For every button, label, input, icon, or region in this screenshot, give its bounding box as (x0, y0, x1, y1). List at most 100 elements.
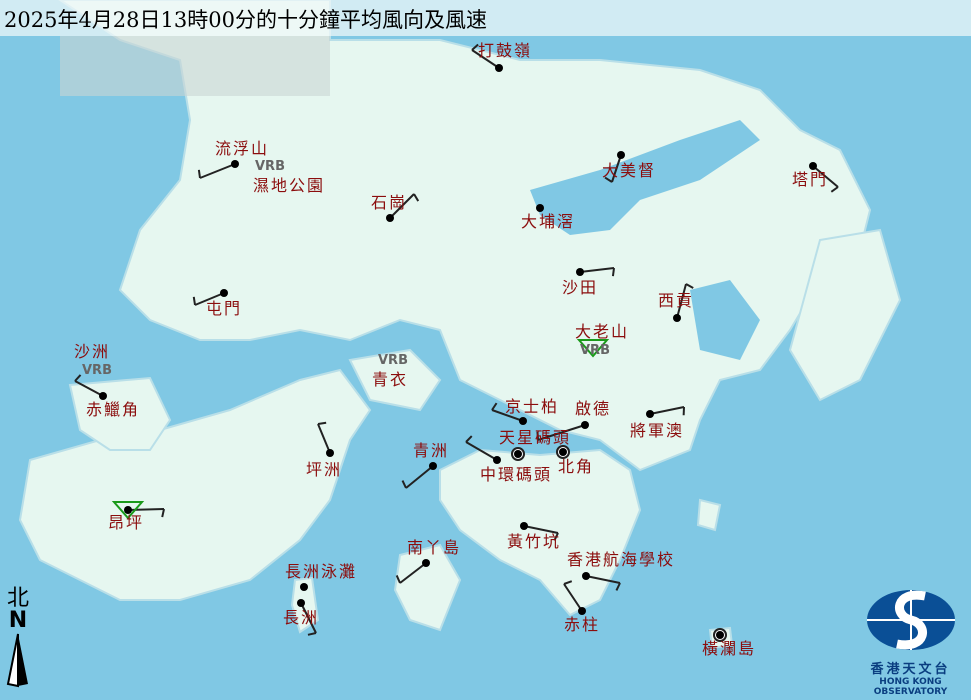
station-dot (429, 462, 437, 470)
map-title: 2025年4月28日13時00分的十分鐘平均風向及風速 (4, 8, 487, 32)
station-label: 大老山 (575, 322, 630, 341)
north-label-en: N (8, 608, 28, 633)
vrb-label: VRB (378, 353, 408, 368)
wind-barb (194, 292, 225, 306)
wind-barb (537, 424, 586, 441)
station-label: 京士柏 (505, 397, 560, 416)
station-label: 沙田 (562, 278, 599, 297)
land-sai-kung-east (788, 228, 902, 402)
wind-barb (405, 465, 434, 489)
station-label: 啟德 (575, 399, 612, 418)
station-dot (646, 410, 654, 418)
station-dot (576, 268, 584, 276)
station-dot (326, 449, 334, 457)
wind-barb-feather (563, 580, 573, 585)
hko-logo: 香港天文台 HONG KONG OBSERVATORY (850, 588, 971, 697)
station-label: 塔門 (792, 170, 829, 189)
wind-barb (523, 525, 559, 534)
station-dot (536, 204, 544, 212)
logo-text-en: HONG KONG OBSERVATORY (873, 677, 948, 697)
north-arrow-icon (6, 633, 28, 688)
station-label: 流浮山 (215, 139, 270, 158)
station-label: 大埔滘 (521, 212, 576, 231)
wind-barb (812, 165, 839, 188)
wind-barb-feather (197, 169, 201, 179)
station-dot (581, 421, 589, 429)
station-label: 濕地公園 (253, 176, 326, 195)
land (18, 0, 902, 650)
station-dot (300, 583, 308, 591)
logo-text-zh: 香港天文台 (870, 662, 951, 677)
station-dot (582, 572, 590, 580)
station-dot (99, 392, 107, 400)
station-markers (99, 64, 817, 642)
wind-barb-feather (685, 283, 694, 289)
station-label: 沙洲 (74, 342, 111, 361)
station-label: 打鼓嶺 (478, 41, 533, 60)
wind-barb-feather (161, 508, 165, 518)
wind-barb-feather (395, 575, 401, 584)
station-label: 將軍澳 (630, 421, 685, 440)
station-dot (124, 506, 132, 514)
station-dot (220, 289, 228, 297)
wind-barb-feather (401, 480, 407, 489)
wind-barb (74, 380, 104, 397)
station-dot (519, 417, 527, 425)
north-arrow: 北 N (3, 588, 33, 692)
station-label: 香港航海學校 (567, 550, 676, 569)
station-label: 橫瀾島 (702, 639, 757, 658)
station-dot (617, 151, 625, 159)
wind-barb-feather (615, 582, 621, 591)
station-label: 中環碼頭 (480, 465, 553, 484)
wind-barb-feather (192, 296, 196, 306)
station-dot (578, 607, 586, 615)
wind-barb-feather (604, 176, 613, 183)
station-label: 坪洲 (306, 460, 343, 479)
wind-barb (649, 406, 685, 415)
station-label: 大美督 (602, 161, 657, 180)
land-tsing-yi (348, 348, 442, 412)
station-dot (495, 64, 503, 72)
station-dot (673, 314, 681, 322)
wind-barb-feather (491, 402, 498, 411)
land-cheung-chau (290, 576, 320, 634)
land-tung-lung (696, 498, 722, 532)
urban-area-shenzhen (60, 36, 330, 96)
wind-barb-feather (471, 43, 479, 51)
station-label: 北角 (558, 457, 595, 476)
wind-barb (611, 154, 622, 183)
wind-barbs (74, 43, 839, 636)
land-lamma (393, 543, 462, 632)
station-label: 黃竹坑 (507, 532, 562, 551)
station-label: 長洲 (283, 608, 320, 627)
calm-marker (576, 339, 610, 358)
station-dot (231, 160, 239, 168)
wind-barb (579, 267, 615, 273)
land-chek-lap-kok (68, 376, 172, 451)
wind-barb-feather (553, 532, 559, 541)
station-label: 南丫島 (407, 538, 462, 557)
station-dot (716, 631, 724, 639)
wind-barb-feather (413, 193, 420, 202)
station-dot (493, 456, 501, 464)
station-dot (809, 162, 817, 170)
land-lantau (18, 368, 372, 601)
north-label-zh: 北 (6, 586, 29, 611)
wind-barb (317, 423, 331, 454)
station-label: 昂坪 (108, 513, 145, 532)
station-dot (520, 522, 528, 530)
station-label: 天星碼頭 (499, 428, 572, 447)
station-label: 赤柱 (564, 615, 601, 634)
wind-barb-feather (317, 421, 327, 425)
tolo-harbour (530, 120, 760, 235)
wind-barb (491, 409, 524, 422)
wind-barb-feather (465, 435, 473, 443)
title-bar: 2025年4月28日13時00分的十分鐘平均風向及風速 (0, 0, 971, 36)
station-label: 赤鱲角 (86, 400, 141, 419)
station-label: 長洲泳灘 (285, 562, 358, 581)
hko-logo-icon (866, 590, 955, 650)
wind-barb-feather (611, 267, 615, 277)
wind-barb (389, 193, 415, 219)
wind-barb (300, 602, 317, 634)
